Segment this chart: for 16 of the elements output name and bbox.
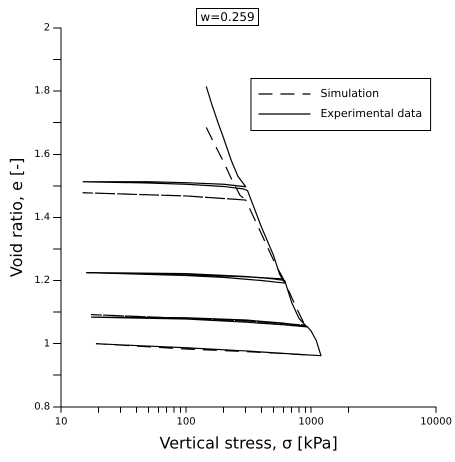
legend-label: Experimental data — [320, 106, 422, 120]
y-tick-label: 1.2 — [34, 275, 50, 286]
chart-title: w=0.259 — [196, 8, 259, 26]
x-tick-label: 1000 — [298, 416, 324, 428]
y-tick-label: 2 — [44, 22, 50, 34]
x-tick-label: 10000 — [420, 416, 452, 428]
legend-label: Simulation — [320, 86, 380, 100]
y-tick-label: 1.6 — [34, 148, 50, 160]
y-tick-label: 0.8 — [34, 401, 50, 412]
y-axis-title: Void ratio, e [-] — [6, 158, 26, 278]
x-axis-title: Vertical stress, σ [kPa] — [159, 434, 338, 453]
y-tick-label: 1 — [44, 338, 50, 350]
y-tick-label: 1.8 — [34, 86, 50, 97]
x-tick-label: 100 — [176, 416, 196, 428]
x-tick-label: 10 — [54, 416, 68, 428]
y-tick-label: 1.4 — [34, 212, 50, 223]
